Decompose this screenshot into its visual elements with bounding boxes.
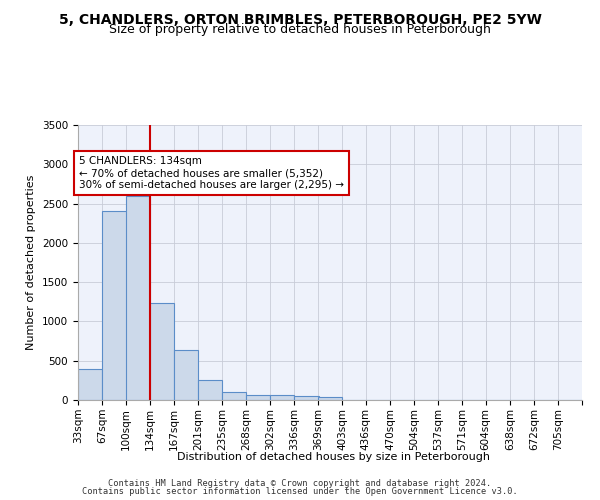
Text: Contains public sector information licensed under the Open Government Licence v3: Contains public sector information licen… xyxy=(82,487,518,496)
Bar xyxy=(222,392,247,400)
Text: Contains HM Land Registry data © Crown copyright and database right 2024.: Contains HM Land Registry data © Crown c… xyxy=(109,478,491,488)
Bar xyxy=(295,396,319,400)
Text: 5 CHANDLERS: 134sqm
← 70% of detached houses are smaller (5,352)
30% of semi-det: 5 CHANDLERS: 134sqm ← 70% of detached ho… xyxy=(79,156,344,190)
Bar xyxy=(126,196,150,400)
Bar xyxy=(78,370,102,400)
Bar xyxy=(102,212,127,400)
Bar xyxy=(150,302,175,400)
Bar xyxy=(173,350,198,400)
Text: Size of property relative to detached houses in Peterborough: Size of property relative to detached ho… xyxy=(109,22,491,36)
Bar xyxy=(198,380,222,400)
Y-axis label: Number of detached properties: Number of detached properties xyxy=(26,175,37,350)
Bar xyxy=(318,397,342,400)
Bar xyxy=(270,396,295,400)
Text: Distribution of detached houses by size in Peterborough: Distribution of detached houses by size … xyxy=(176,452,490,462)
Text: 5, CHANDLERS, ORTON BRIMBLES, PETERBOROUGH, PE2 5YW: 5, CHANDLERS, ORTON BRIMBLES, PETERBOROU… xyxy=(59,12,541,26)
Bar xyxy=(246,395,270,400)
